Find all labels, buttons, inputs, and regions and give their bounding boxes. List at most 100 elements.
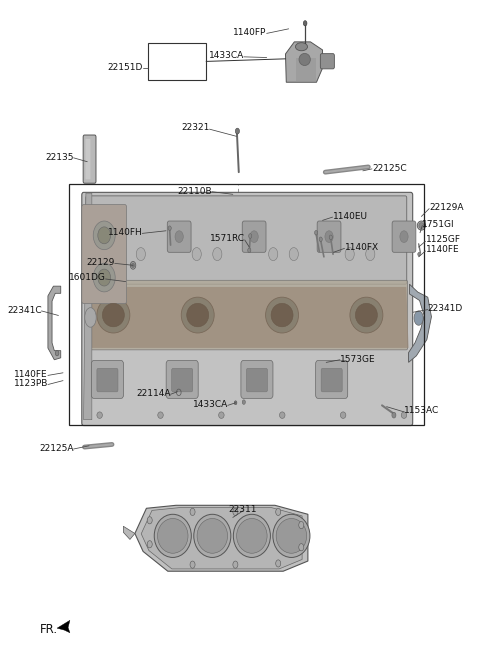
Polygon shape xyxy=(408,284,432,363)
Ellipse shape xyxy=(93,263,115,292)
Ellipse shape xyxy=(102,304,124,327)
Text: 22125C: 22125C xyxy=(372,164,407,173)
Ellipse shape xyxy=(234,401,237,405)
Polygon shape xyxy=(57,620,70,633)
Ellipse shape xyxy=(340,412,346,419)
Ellipse shape xyxy=(97,412,102,419)
Polygon shape xyxy=(123,526,135,539)
Text: 22151D: 22151D xyxy=(108,64,143,72)
Text: 1125GF: 1125GF xyxy=(425,235,460,244)
Polygon shape xyxy=(135,505,308,571)
Text: 22129: 22129 xyxy=(86,258,115,267)
Ellipse shape xyxy=(181,297,214,333)
Ellipse shape xyxy=(269,248,278,261)
Ellipse shape xyxy=(197,518,228,553)
Text: 1751GI: 1751GI xyxy=(422,220,455,229)
Text: 22110B: 22110B xyxy=(177,187,212,196)
Ellipse shape xyxy=(366,248,375,261)
FancyBboxPatch shape xyxy=(321,369,342,392)
Ellipse shape xyxy=(233,509,238,516)
Ellipse shape xyxy=(158,412,163,419)
FancyBboxPatch shape xyxy=(82,193,413,426)
Polygon shape xyxy=(141,508,302,569)
Ellipse shape xyxy=(299,522,304,529)
Ellipse shape xyxy=(136,248,145,261)
Ellipse shape xyxy=(250,231,258,242)
FancyBboxPatch shape xyxy=(166,361,198,398)
Ellipse shape xyxy=(248,248,251,252)
Ellipse shape xyxy=(299,544,304,551)
Text: 22125A: 22125A xyxy=(39,444,73,453)
Text: 1123PB: 1123PB xyxy=(13,378,48,388)
Ellipse shape xyxy=(355,304,377,327)
Ellipse shape xyxy=(276,509,281,516)
Ellipse shape xyxy=(314,231,318,235)
Ellipse shape xyxy=(132,263,135,267)
Ellipse shape xyxy=(276,518,307,553)
Ellipse shape xyxy=(418,252,420,256)
Ellipse shape xyxy=(194,514,231,557)
Text: 1153AC: 1153AC xyxy=(404,406,439,415)
Ellipse shape xyxy=(295,43,308,51)
Ellipse shape xyxy=(55,351,59,356)
Ellipse shape xyxy=(116,248,125,261)
Text: 22135: 22135 xyxy=(45,153,73,162)
Ellipse shape xyxy=(233,514,270,557)
FancyBboxPatch shape xyxy=(172,369,192,392)
FancyBboxPatch shape xyxy=(242,221,266,252)
FancyBboxPatch shape xyxy=(316,361,348,398)
Ellipse shape xyxy=(289,248,299,261)
Ellipse shape xyxy=(242,400,245,405)
Text: FR.: FR. xyxy=(40,623,58,636)
Ellipse shape xyxy=(249,234,252,238)
FancyBboxPatch shape xyxy=(167,221,191,252)
Text: 1140FE: 1140FE xyxy=(14,370,48,378)
Ellipse shape xyxy=(98,227,110,244)
Ellipse shape xyxy=(213,248,222,261)
Text: 22129A: 22129A xyxy=(429,204,464,212)
Ellipse shape xyxy=(147,541,152,548)
FancyBboxPatch shape xyxy=(92,221,116,252)
Text: 22321: 22321 xyxy=(181,124,209,132)
Text: 1140FX: 1140FX xyxy=(345,242,379,252)
Ellipse shape xyxy=(401,412,407,419)
Ellipse shape xyxy=(100,231,108,242)
Ellipse shape xyxy=(235,128,240,134)
Polygon shape xyxy=(86,287,408,348)
FancyBboxPatch shape xyxy=(97,369,118,392)
Text: 1140EU: 1140EU xyxy=(333,212,368,221)
Text: 1140FH: 1140FH xyxy=(108,228,142,237)
Ellipse shape xyxy=(319,237,322,242)
FancyBboxPatch shape xyxy=(392,221,416,252)
Text: 22341D: 22341D xyxy=(428,304,463,313)
Ellipse shape xyxy=(85,307,96,327)
Ellipse shape xyxy=(279,412,285,419)
Ellipse shape xyxy=(271,304,293,327)
FancyBboxPatch shape xyxy=(83,135,96,183)
Ellipse shape xyxy=(98,269,110,286)
Text: 1571RC: 1571RC xyxy=(210,234,245,243)
Ellipse shape xyxy=(154,514,192,557)
Ellipse shape xyxy=(276,560,281,567)
FancyBboxPatch shape xyxy=(91,361,123,398)
Ellipse shape xyxy=(419,223,424,229)
Polygon shape xyxy=(286,42,323,82)
Ellipse shape xyxy=(325,231,333,242)
FancyBboxPatch shape xyxy=(87,281,408,350)
Text: 1433CA: 1433CA xyxy=(192,399,228,409)
Ellipse shape xyxy=(192,248,201,261)
Ellipse shape xyxy=(237,518,267,553)
Ellipse shape xyxy=(299,53,310,66)
Ellipse shape xyxy=(97,297,130,333)
Ellipse shape xyxy=(187,304,209,327)
FancyBboxPatch shape xyxy=(320,54,335,69)
Ellipse shape xyxy=(218,412,224,419)
Ellipse shape xyxy=(265,297,299,333)
FancyBboxPatch shape xyxy=(85,139,90,179)
Text: 1573GE: 1573GE xyxy=(340,355,375,363)
Text: 1433CA: 1433CA xyxy=(208,51,244,60)
Polygon shape xyxy=(296,58,316,81)
Ellipse shape xyxy=(130,261,136,269)
FancyBboxPatch shape xyxy=(317,221,341,252)
Ellipse shape xyxy=(147,516,152,524)
